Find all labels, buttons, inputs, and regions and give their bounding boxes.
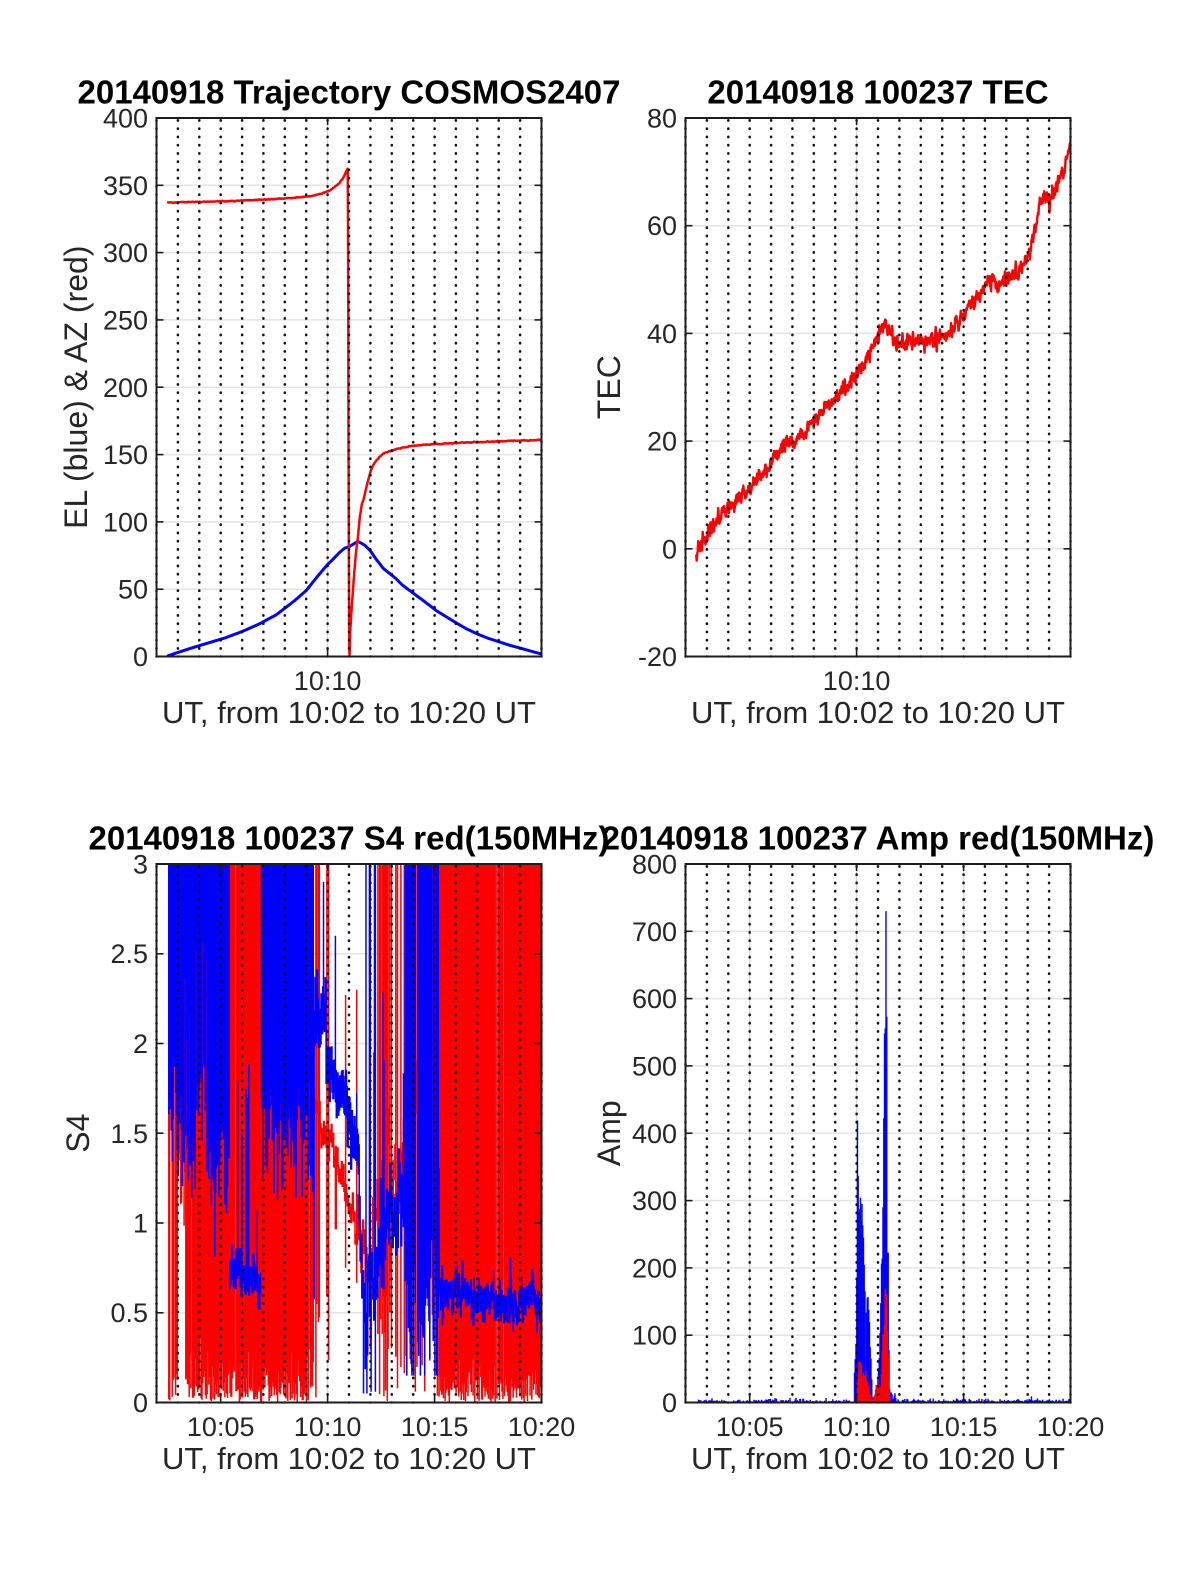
svg-text:10:10: 10:10	[823, 666, 891, 696]
svg-text:600: 600	[632, 984, 677, 1014]
svg-text:0.5: 0.5	[110, 1298, 148, 1328]
svg-text:Amp: Amp	[591, 1100, 627, 1166]
svg-text:350: 350	[103, 171, 148, 201]
svg-text:TEC: TEC	[591, 355, 627, 419]
svg-text:UT, from 10:02 to 10:20 UT: UT, from 10:02 to 10:20 UT	[691, 1441, 1065, 1476]
svg-text:1: 1	[133, 1209, 148, 1239]
svg-text:0: 0	[662, 1388, 677, 1418]
svg-text:10:05: 10:05	[187, 1412, 255, 1442]
svg-text:10:10: 10:10	[294, 1412, 362, 1442]
svg-text:800: 800	[632, 850, 677, 880]
svg-text:200: 200	[632, 1253, 677, 1283]
svg-text:3: 3	[133, 850, 148, 880]
svg-text:10:20: 10:20	[508, 1412, 576, 1442]
svg-text:250: 250	[103, 305, 148, 335]
svg-text:300: 300	[632, 1186, 677, 1216]
svg-text:0: 0	[133, 642, 148, 672]
svg-text:2.5: 2.5	[110, 939, 148, 969]
svg-text:0: 0	[662, 534, 677, 564]
svg-text:700: 700	[632, 917, 677, 947]
svg-text:EL (blue) & AZ (red): EL (blue) & AZ (red)	[58, 246, 94, 529]
svg-text:100: 100	[103, 507, 148, 537]
svg-text:500: 500	[632, 1051, 677, 1081]
svg-text:10:05: 10:05	[716, 1412, 784, 1442]
svg-text:20: 20	[647, 427, 677, 457]
svg-text:50: 50	[118, 575, 148, 605]
svg-text:2: 2	[133, 1029, 148, 1059]
svg-text:200: 200	[103, 373, 148, 403]
svg-text:20140918 100237 S4 red(150MHz): 20140918 100237 S4 red(150MHz)	[88, 820, 609, 857]
svg-text:60: 60	[647, 211, 677, 241]
svg-text:40: 40	[647, 319, 677, 349]
svg-text:400: 400	[103, 104, 148, 134]
svg-text:20140918 100237 Amp red(150MHz: 20140918 100237 Amp red(150MHz)	[602, 820, 1155, 857]
svg-text:-20: -20	[638, 642, 677, 672]
svg-text:UT, from 10:02 to 10:20 UT: UT, from 10:02 to 10:20 UT	[162, 695, 536, 730]
svg-text:20140918 Trajectory COSMOS2407: 20140918 Trajectory COSMOS2407	[77, 74, 620, 111]
svg-text:10:15: 10:15	[930, 1412, 998, 1442]
svg-text:20140918 100237 TEC: 20140918 100237 TEC	[707, 74, 1048, 111]
svg-text:UT, from 10:02 to 10:20 UT: UT, from 10:02 to 10:20 UT	[162, 1441, 536, 1476]
svg-text:100: 100	[632, 1321, 677, 1351]
svg-text:UT, from 10:02 to 10:20 UT: UT, from 10:02 to 10:20 UT	[691, 695, 1065, 730]
svg-text:S4: S4	[60, 1114, 96, 1153]
svg-text:10:15: 10:15	[401, 1412, 469, 1442]
svg-text:0: 0	[133, 1388, 148, 1418]
svg-text:80: 80	[647, 104, 677, 134]
svg-text:10:10: 10:10	[294, 666, 362, 696]
svg-text:10:20: 10:20	[1037, 1412, 1105, 1442]
svg-text:10:10: 10:10	[823, 1412, 891, 1442]
svg-text:150: 150	[103, 440, 148, 470]
svg-text:1.5: 1.5	[110, 1119, 148, 1149]
svg-text:300: 300	[103, 238, 148, 268]
svg-text:400: 400	[632, 1119, 677, 1149]
